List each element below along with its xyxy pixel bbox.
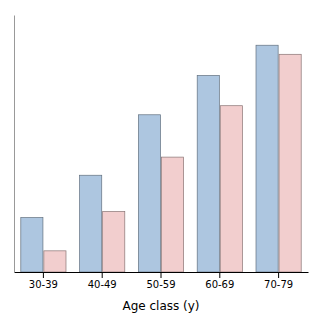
x-tick: 40-49 [88, 272, 117, 290]
bar-series [21, 45, 278, 272]
x-tick-label: 30-39 [29, 279, 58, 290]
bar [197, 75, 219, 272]
x-tick-mark [219, 272, 220, 278]
x-tick-label: 70-79 [264, 279, 293, 290]
bar [103, 212, 125, 272]
x-tick-label: 40-49 [88, 279, 117, 290]
x-tick: 50-59 [146, 272, 175, 290]
x-axis: 30-39 40-49 50-59 60-69 70-79 [15, 272, 309, 290]
bars [21, 45, 301, 272]
chart-svg: 30-39 40-49 50-59 60-69 70-79 Age class (y) [0, 0, 320, 320]
chart-container: 30-39 40-49 50-59 60-69 70-79 Age class (y) [0, 0, 320, 320]
x-tick: 60-69 [205, 272, 234, 290]
x-tick-mark [102, 272, 103, 278]
x-tick-label: 60-69 [205, 279, 234, 290]
plot-area: 30-39 40-49 50-59 60-69 70-79 [15, 16, 309, 291]
bar [256, 45, 278, 272]
bar [138, 115, 160, 272]
y-axis [14, 16, 15, 273]
x-axis-title: Age class (y) [122, 299, 199, 313]
bar [44, 251, 66, 272]
bar [279, 54, 301, 272]
x-tick-mark [43, 272, 44, 278]
bar [220, 106, 242, 272]
x-tick: 70-79 [264, 272, 293, 290]
y-axis-line [14, 16, 15, 273]
x-tick-label: 50-59 [146, 279, 175, 290]
bar-series [44, 54, 301, 272]
x-tick-mark [161, 272, 162, 278]
bar [21, 218, 43, 272]
x-tick-mark [278, 272, 279, 278]
bar [161, 157, 183, 272]
bar [80, 175, 102, 272]
x-tick: 30-39 [29, 272, 58, 290]
